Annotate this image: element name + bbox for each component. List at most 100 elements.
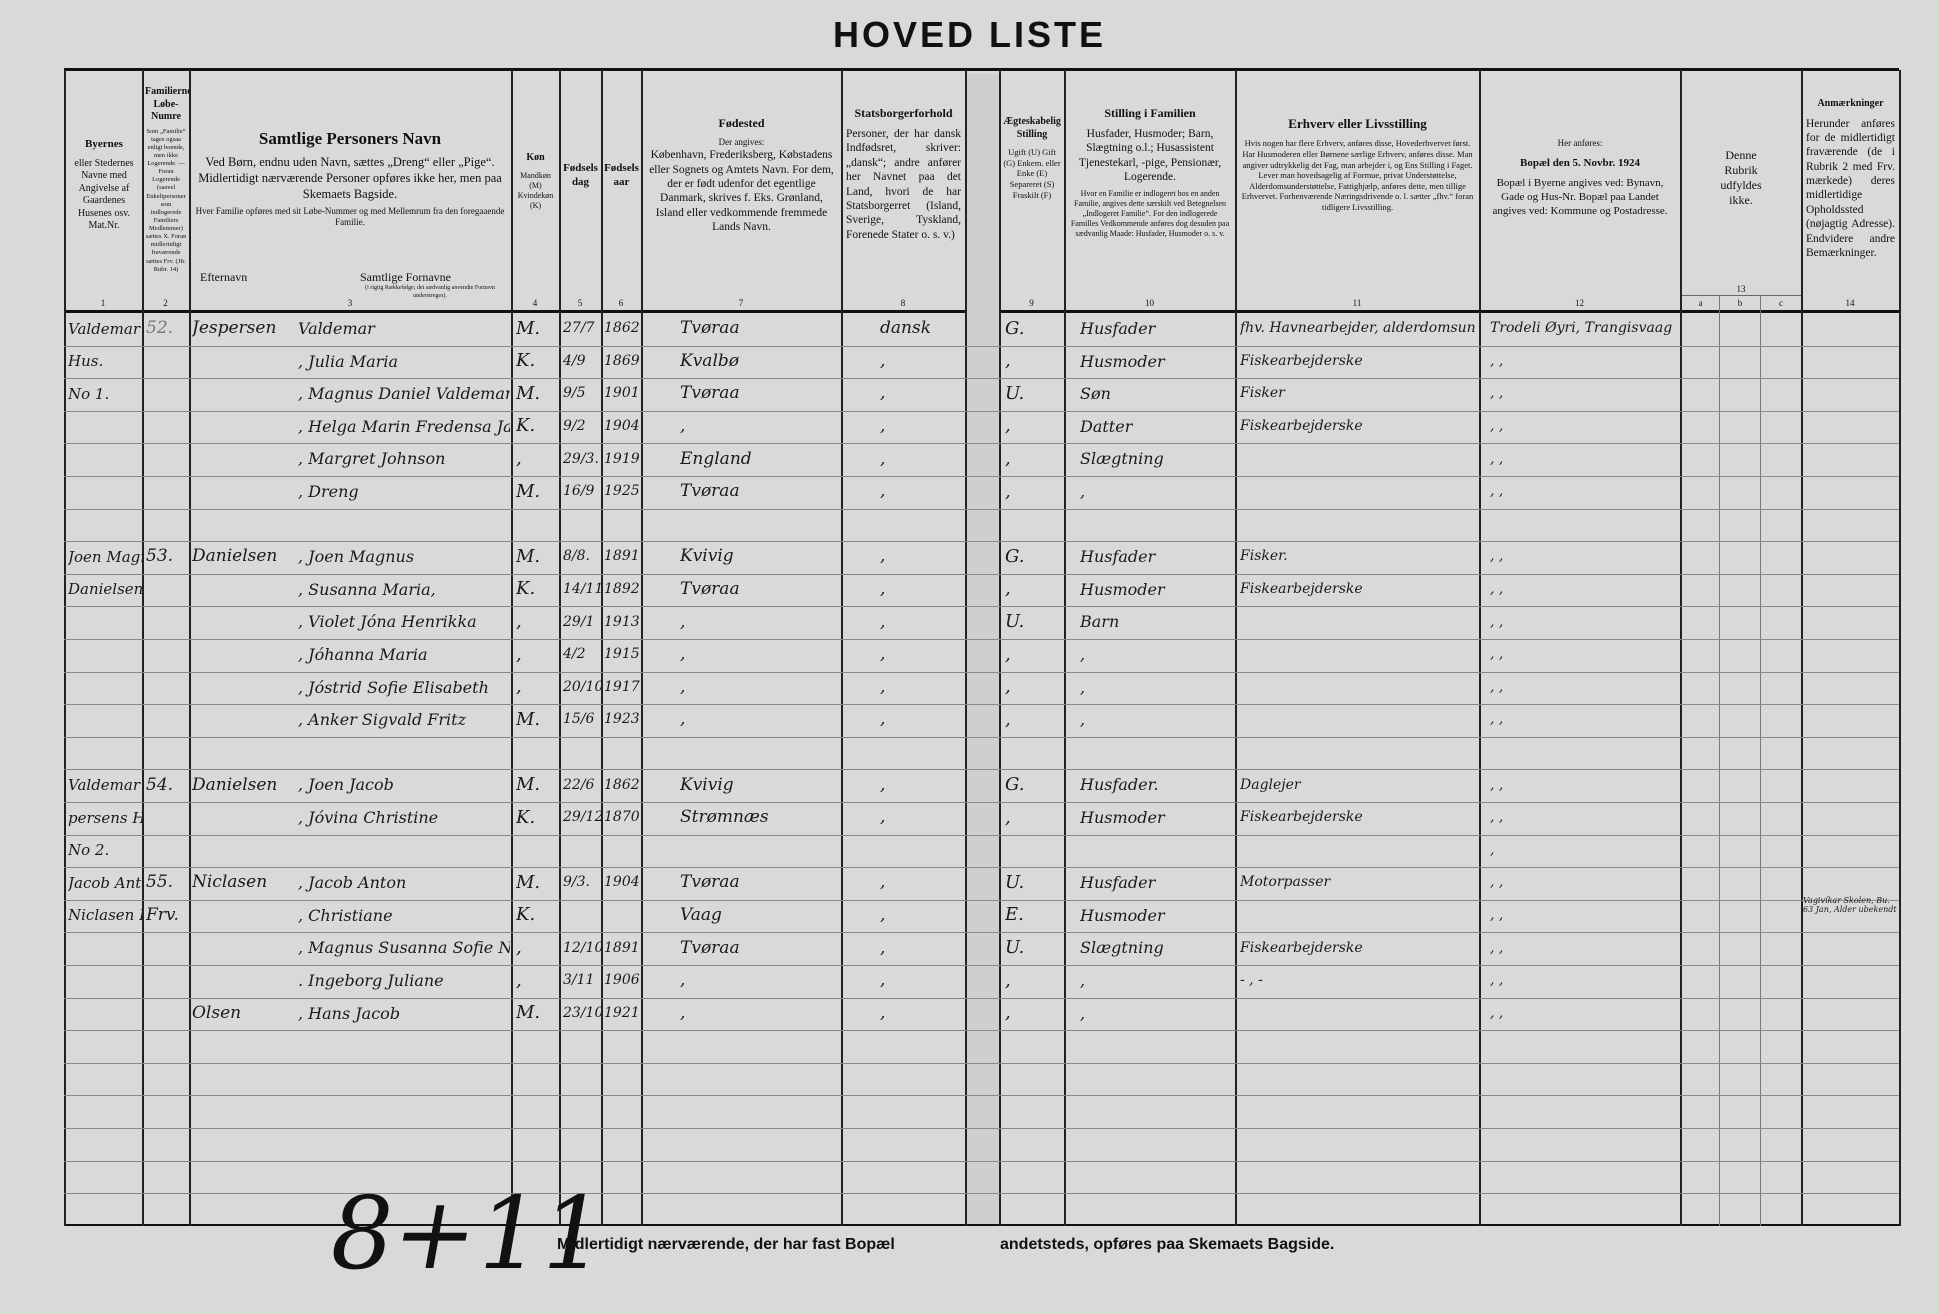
cell-first-names: , Joen Jacob	[298, 775, 394, 795]
cell-birthplace: Tvøraa	[680, 481, 740, 502]
header-citizenship-title: Statsborgerforhold	[854, 106, 953, 120]
cell-birthplace: ,	[680, 644, 686, 665]
cell-day: 9/5	[563, 385, 586, 402]
row-line	[64, 671, 1899, 673]
cell-residence: , ,	[1490, 352, 1504, 369]
cell-birthplace: ,	[680, 709, 686, 730]
cell-marital: ,	[1005, 676, 1011, 698]
column-divider	[511, 70, 513, 1226]
header-names-text: Ved Børn, endnu uden Navn, sættes „Dreng…	[198, 155, 502, 201]
header-family-number-text: Som „Familie“ tages ogsaa enligt boende,…	[145, 127, 187, 273]
cell-marital: ,	[1005, 1002, 1011, 1024]
cell-first-names: , Joen Magnus	[298, 547, 415, 567]
header-birthplace-note: Der angives:	[718, 137, 765, 147]
cell-citizenship: ,	[880, 448, 886, 469]
cell-citizenship: ,	[880, 905, 886, 926]
cell-citizenship: ,	[880, 611, 886, 632]
cell-day: 3/11	[563, 972, 595, 989]
header-remarks-title: Anmærkninger	[1817, 98, 1884, 109]
cell-first-names: . Ingeborg Juliane	[298, 970, 444, 990]
cell-sex: K.	[516, 578, 536, 600]
row-line	[64, 508, 1899, 510]
cell-year: 1915	[604, 646, 640, 663]
header-residence-text: Bopæl i Byerne angives ved: Bynavn, Gade…	[1492, 177, 1668, 217]
cell-marital: E.	[1005, 904, 1024, 926]
cell-year: 1901.	[604, 385, 640, 402]
cell-residence: , ,	[1490, 1004, 1504, 1021]
cell-day: 9/3.	[563, 874, 590, 891]
row-line	[64, 476, 1899, 477]
row-line	[64, 345, 1899, 347]
header-column-number: 10	[1145, 298, 1154, 308]
header-column-number: 7	[738, 298, 744, 308]
column-divider	[641, 70, 643, 1226]
cell-birthplace: ,	[680, 970, 686, 991]
cell-residence: , ,	[1490, 385, 1504, 402]
cell-occupation: Fiskearbejderske	[1240, 581, 1363, 597]
header-firstnames-note: (i rigtig Rækkefølge; det sædvanlig anve…	[365, 285, 495, 299]
header-column-number: 12	[1575, 298, 1584, 308]
cell-position: Datter	[1080, 416, 1133, 436]
cell-marital: ,	[1005, 448, 1011, 469]
cell-residence: , ,	[1490, 874, 1504, 891]
cell-residence: , ,	[1490, 809, 1504, 826]
cell-citizenship: dansk	[880, 318, 931, 339]
cell-sex: K.	[516, 806, 536, 828]
cell-citizenship: ,	[880, 481, 886, 502]
cell-position: Barn	[1080, 612, 1120, 632]
column-divider	[999, 70, 1001, 1226]
header-birthplace: Fødested Der angives: København, Frederi…	[642, 74, 841, 306]
cell-first-names: , Jóvina Christine	[298, 807, 439, 827]
cell-position: Husfader	[1080, 318, 1156, 338]
cell-residence: , ,	[1490, 483, 1504, 500]
header-column-number: 4	[532, 298, 538, 308]
cell-place: Hus.	[68, 352, 104, 371]
cell-occupation: Fisker.	[1240, 548, 1288, 565]
cell-marital: ,	[1005, 415, 1011, 437]
cell-sex: ,	[516, 676, 522, 698]
cell-birthplace: Tvøraa	[680, 579, 740, 600]
cell-birthplace: Tvøraa	[680, 872, 740, 893]
header-family-number-title: Familiernes Løbe-Numre	[145, 86, 189, 122]
header-marital-title: Ægteskabelig Stilling	[1003, 116, 1061, 140]
header-residence-1924: Her anføres: Bopæl den 5. Novbr. 1924 Bo…	[1480, 74, 1680, 306]
cell-year: 1869.	[604, 352, 640, 369]
cell-day: 29/12	[563, 809, 601, 826]
cell-marital: G.	[1005, 774, 1025, 795]
cell-sex: M.	[516, 774, 541, 795]
cell-fam-no: 54.	[146, 774, 174, 795]
cell-birthplace: Tvøraa	[680, 937, 740, 958]
cell-place: Jacob Anton	[68, 873, 142, 892]
header-column-number: 5	[577, 298, 583, 308]
cell-residence: , ,	[1490, 939, 1504, 956]
column-divider	[64, 70, 66, 1226]
header-family-position-text: Husfader, Husmoder; Barn, Slægtning o.l.…	[1078, 128, 1222, 184]
cell-citizenship: ,	[880, 774, 886, 795]
header-marital-status: Ægteskabelig Stilling Ugift (U) Gift (G)…	[1000, 74, 1064, 306]
header-names-note: Hver Familie opføres med sit Løbe-Nummer…	[195, 206, 505, 228]
row-line	[64, 1193, 1899, 1195]
top-rule	[64, 68, 1899, 71]
row-line	[64, 997, 1899, 999]
row-line	[64, 378, 1899, 380]
header-family-position-title: Stilling i Familien	[1104, 106, 1196, 120]
cell-citizenship: ,	[880, 644, 886, 665]
cell-birthplace: ,	[680, 1002, 686, 1023]
cell-citizenship: ,	[880, 579, 886, 600]
row-line	[64, 769, 1899, 771]
row-line	[64, 410, 1899, 412]
cell-occupation: Motorpasser	[1240, 874, 1331, 891]
cell-first-names: , Susanna Maria,	[298, 579, 436, 599]
column-divider	[1064, 70, 1066, 1226]
row-line	[64, 1160, 1899, 1162]
row-line	[64, 834, 1899, 836]
cell-sex: M.	[516, 871, 541, 893]
cell-citizenship: ,	[880, 937, 886, 958]
cell-day: 20/10	[563, 678, 601, 695]
cell-day: 14/11	[563, 581, 601, 597]
header-birth-year-title: Fødselsaar	[604, 162, 639, 188]
cell-position: Husfader.	[1080, 775, 1159, 795]
cell-first-names: , Hans Jacob	[298, 1003, 401, 1023]
header-family-number: Familiernes Løbe-Numre Som „Familie“ tag…	[143, 74, 189, 306]
cell-occupation: - , -	[1240, 972, 1263, 989]
